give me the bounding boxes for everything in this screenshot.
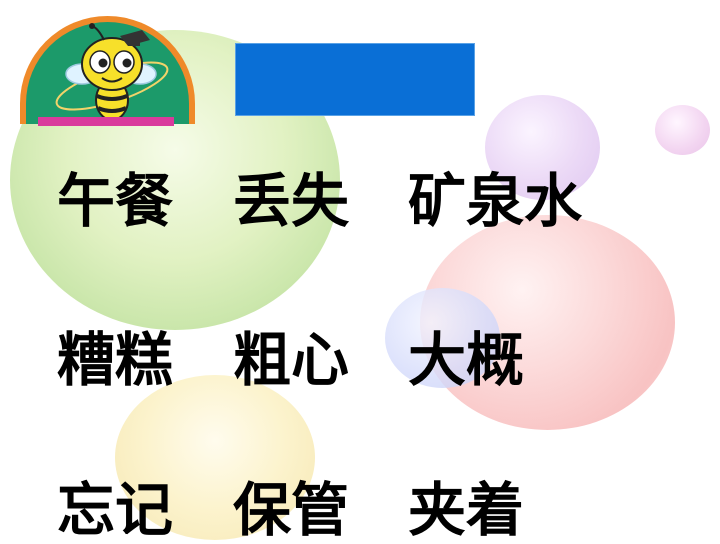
word-row1-col1: 午餐 bbox=[57, 167, 174, 235]
decor-bubble-purple bbox=[485, 95, 600, 200]
word-row3-col3: 夹着 bbox=[408, 476, 525, 544]
word-row2-col1: 糟糕 bbox=[57, 326, 174, 394]
bee-mascot-icon bbox=[55, 23, 169, 124]
word-row1-col3: 矿泉水 bbox=[408, 167, 583, 235]
decor-bubble-blue bbox=[385, 288, 500, 388]
decor-bubble-yellow bbox=[115, 375, 315, 540]
word-row2-col2: 粗心 bbox=[233, 326, 350, 394]
logo-underline-bar bbox=[38, 117, 174, 126]
word-row1-col2: 丢失 bbox=[233, 167, 350, 235]
title-banner bbox=[235, 43, 475, 116]
word-row3-col2: 保管 bbox=[233, 476, 350, 544]
decor-bubble-lilac bbox=[655, 105, 710, 155]
word-row3-col1: 忘记 bbox=[57, 476, 174, 544]
word-row2-col3: 大概 bbox=[408, 326, 525, 394]
logo-badge bbox=[20, 16, 195, 124]
